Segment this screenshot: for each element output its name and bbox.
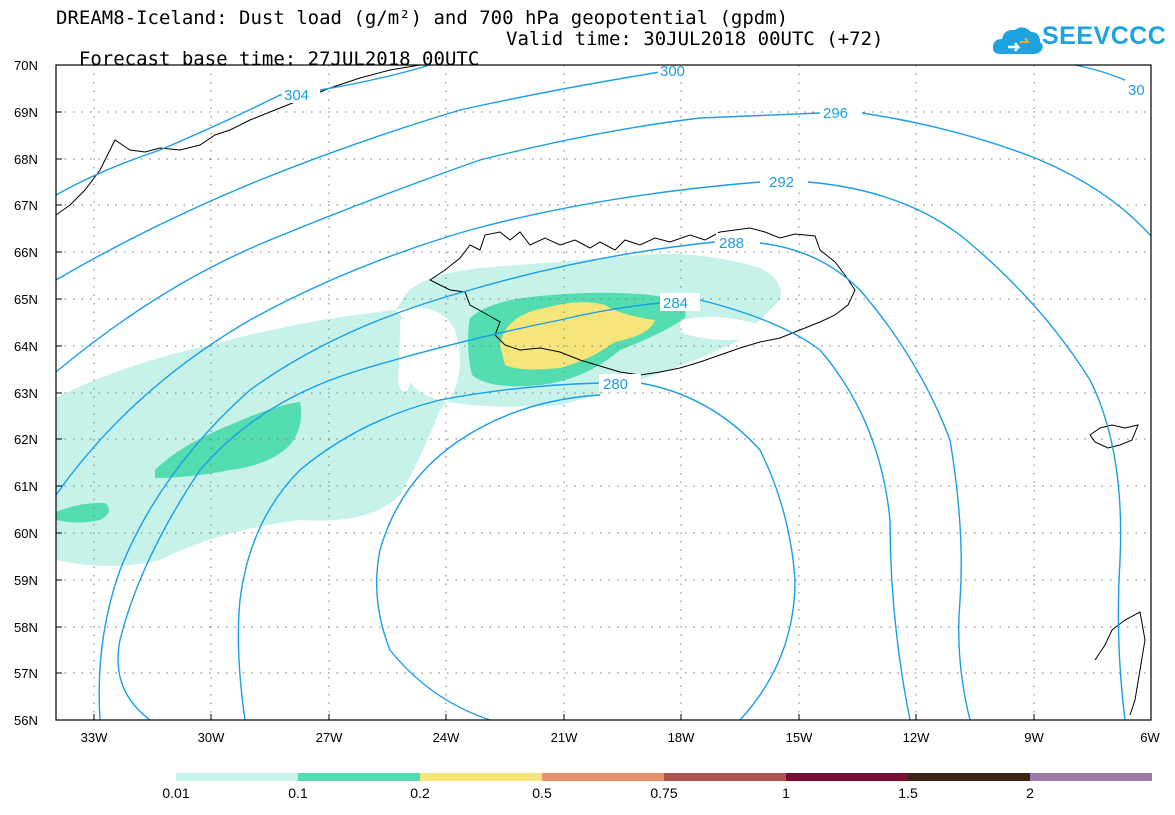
lat-label: 58N — [14, 620, 38, 635]
colorbar-swatch — [664, 773, 786, 781]
faroe-coast — [1089, 424, 1139, 449]
lat-label: 68N — [14, 152, 38, 167]
geopotential-contours — [55, 64, 1152, 721]
contour-label: 280 — [603, 376, 628, 393]
logo-text: SEEVCCC — [1042, 22, 1167, 50]
colorbar-label: 1.5 — [898, 785, 918, 801]
contour-280 — [237, 382, 796, 721]
colorbar — [176, 773, 1152, 781]
lon-label: 27W — [316, 730, 343, 745]
lat-label: 70N — [14, 58, 38, 73]
latitude-labels: 70N 69N 68N 67N 66N 65N 64N 63N 62N 61N … — [14, 58, 38, 728]
lon-label: 9W — [1024, 730, 1044, 745]
lon-label: 33W — [81, 730, 108, 745]
valid-time: Valid time: 30JUL2018 00UTC (+72) — [506, 28, 884, 50]
lat-label: 62N — [14, 432, 38, 447]
latitude-axis — [56, 111, 62, 674]
lon-label: 18W — [668, 730, 695, 745]
contour-300 — [55, 71, 661, 281]
lat-label: 63N — [14, 386, 38, 401]
colorbar-label: 0.2 — [410, 785, 430, 801]
lon-label: 21W — [551, 730, 578, 745]
lon-label: 30W — [198, 730, 225, 745]
colorbar-label: 0.5 — [532, 785, 552, 801]
colorbar-swatch — [908, 773, 1030, 781]
contour-label: 284 — [663, 295, 688, 312]
contour-label-group: 304 300 296 292 288 284 280 30 — [282, 63, 1151, 393]
lat-label: 61N — [14, 479, 38, 494]
colorbar-label: 0.1 — [288, 785, 308, 801]
colorbar-swatch — [542, 773, 664, 781]
lat-label: 67N — [14, 198, 38, 213]
colorbar-swatch — [420, 773, 542, 781]
lat-label: 60N — [14, 526, 38, 541]
contour-label: 30 — [1128, 82, 1145, 99]
dust-area-high — [500, 302, 655, 370]
longitude-labels: 33W 30W 27W 24W 21W 18W 15W 12W 9W 6W — [81, 730, 1161, 745]
colorbar-label: 0.75 — [650, 785, 678, 801]
base-time: Forecast base time: 27JUL2018 00UTC — [78, 48, 480, 70]
longitude-axis — [93, 714, 1035, 720]
iceland-coast — [429, 227, 856, 376]
lat-label: 56N — [14, 713, 38, 728]
lat-label: 64N — [14, 339, 38, 354]
colorbar-swatch — [176, 773, 298, 781]
contour-276 — [375, 394, 601, 721]
colorbar-label: 2 — [1026, 785, 1034, 801]
lat-label: 69N — [14, 105, 38, 120]
cloud-icon — [992, 27, 1043, 54]
contour-296 — [55, 112, 1152, 373]
colorbar-swatch — [786, 773, 908, 781]
lat-label: 66N — [14, 245, 38, 260]
lon-label: 15W — [786, 730, 813, 745]
colorbar-label: 1 — [782, 785, 790, 801]
lon-label: 12W — [903, 730, 930, 745]
map-title: DREAM8-Iceland: Dust load (g/m²) and 700… — [56, 7, 789, 29]
scotland-coast — [1094, 611, 1146, 716]
lat-label: 59N — [14, 573, 38, 588]
contour-label: 296 — [823, 105, 848, 122]
contour-label: 288 — [719, 235, 744, 252]
contour-292 — [55, 181, 1126, 721]
contour-label: 304 — [284, 87, 309, 104]
clear-gaps — [398, 316, 760, 392]
contour-label: 300 — [660, 63, 685, 80]
colorbar-label: 0.01 — [162, 785, 190, 801]
colorbar-swatch — [1030, 773, 1152, 781]
forecast-times: Forecast base time: 27JUL2018 00UTC Vali… — [56, 29, 884, 89]
contour-284 — [117, 299, 911, 721]
colorbar-swatch — [298, 773, 420, 781]
contour-288 — [98, 241, 971, 721]
contour-304 — [55, 64, 431, 196]
lon-label: 6W — [1140, 730, 1160, 745]
lat-label: 65N — [14, 292, 38, 307]
lat-label: 57N — [14, 666, 38, 681]
lon-label: 24W — [433, 730, 460, 745]
contour-label: 292 — [769, 174, 794, 191]
